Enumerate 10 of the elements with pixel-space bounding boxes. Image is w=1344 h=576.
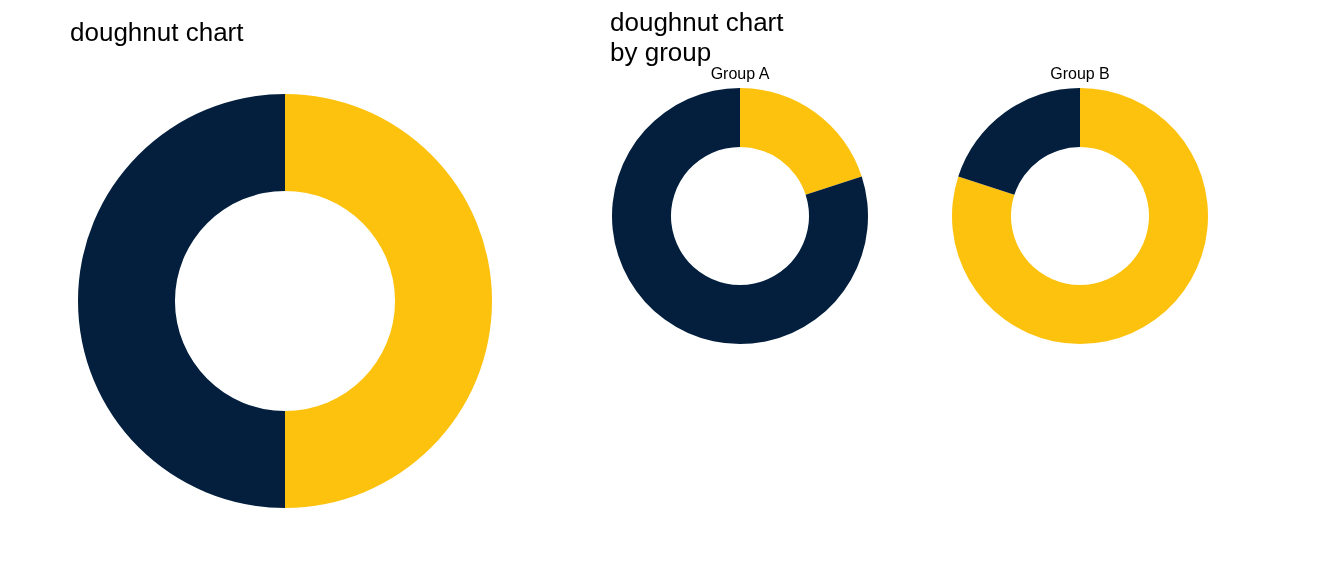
donut-slice xyxy=(740,88,862,195)
donut-slice xyxy=(78,94,285,508)
chart-subtitle: Group A xyxy=(710,65,770,82)
donut-slice xyxy=(952,88,1208,344)
donut-slice xyxy=(285,94,492,508)
chart-subtitle: Group B xyxy=(1050,65,1110,82)
chart-title: doughnut chart by group xyxy=(610,7,785,67)
chart-title: doughnut chart xyxy=(70,17,245,47)
donut-slice xyxy=(612,88,868,344)
donut-slice xyxy=(958,88,1080,195)
